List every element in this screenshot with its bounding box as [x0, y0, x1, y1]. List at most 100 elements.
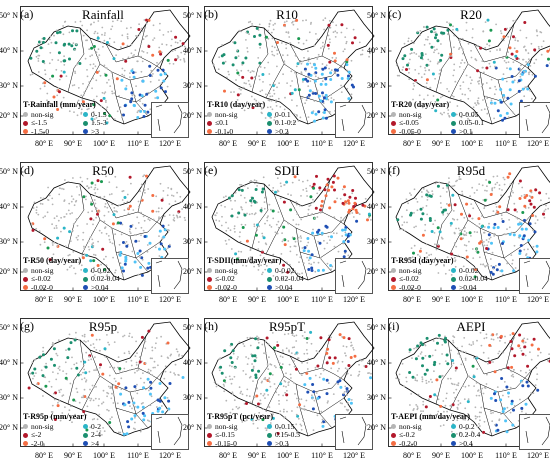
- station-dot: [413, 83, 415, 85]
- station-dot: [76, 218, 78, 220]
- station-dot: [150, 70, 152, 72]
- station-dot: [485, 251, 487, 253]
- station-dot: [510, 387, 512, 389]
- station-dot: [94, 386, 96, 388]
- station-dot: [468, 88, 470, 90]
- station-dot: [88, 246, 90, 248]
- lat-label: 20° N: [367, 423, 386, 432]
- station-dot: [108, 235, 110, 237]
- station-dot: [143, 51, 145, 53]
- station-dot: [433, 27, 436, 30]
- station-dot: [81, 397, 83, 399]
- station-dot: [251, 369, 254, 372]
- station-dot: [440, 195, 442, 197]
- station-dot: [123, 403, 126, 406]
- station-dot: [54, 227, 56, 229]
- station-dot: [435, 183, 437, 185]
- station-dot: [229, 376, 231, 378]
- station-dot: [509, 67, 512, 70]
- station-dot: [170, 188, 172, 190]
- station-dot: [452, 75, 454, 77]
- station-dot: [535, 250, 538, 253]
- station-dot: [280, 182, 282, 184]
- station-dot: [418, 55, 420, 57]
- station-dot: [286, 400, 288, 402]
- station-dot: [261, 344, 263, 346]
- station-dot: [86, 39, 88, 41]
- station-dot: [231, 378, 233, 380]
- station-dot: [149, 393, 152, 396]
- station-dot: [59, 79, 61, 81]
- station-dot: [439, 363, 441, 365]
- station-dot: [65, 245, 67, 247]
- station-dot: [415, 357, 418, 360]
- station-dot: [352, 347, 354, 349]
- station-dot: [509, 27, 511, 29]
- south-china-sea-inset: [335, 414, 373, 450]
- station-dot: [474, 231, 476, 233]
- station-dot: [342, 189, 344, 191]
- lat-label: 50° N: [367, 167, 386, 176]
- station-dot: [154, 90, 157, 93]
- station-dot: [135, 355, 137, 357]
- station-dot: [242, 343, 244, 345]
- station-dot: [422, 378, 424, 380]
- station-dot: [485, 67, 488, 70]
- station-dot: [460, 364, 462, 366]
- station-dot: [37, 44, 39, 46]
- station-dot: [58, 339, 60, 341]
- station-dot: [306, 337, 309, 340]
- station-dot: [40, 203, 42, 205]
- station-dot: [316, 365, 319, 368]
- station-dot: [430, 379, 432, 381]
- station-dot: [469, 231, 472, 234]
- station-dot: [435, 31, 437, 33]
- station-dot: [345, 367, 347, 369]
- station-dot: [308, 205, 310, 207]
- station-dot: [86, 88, 88, 90]
- station-dot: [415, 81, 417, 83]
- station-dot: [426, 214, 428, 216]
- station-dot: [82, 195, 85, 198]
- station-dot: [283, 385, 285, 387]
- station-dot: [148, 369, 150, 371]
- station-dot: [486, 82, 488, 84]
- station-dot: [151, 374, 153, 376]
- station-dot: [77, 235, 79, 237]
- station-dot: [50, 358, 53, 361]
- station-dot: [270, 386, 272, 388]
- station-dot: [519, 180, 522, 183]
- station-dot: [409, 351, 411, 353]
- station-dot: [147, 45, 150, 48]
- station-dot: [351, 79, 353, 81]
- station-dot: [251, 202, 253, 204]
- station-dot: [111, 91, 113, 93]
- station-dot: [140, 43, 142, 45]
- station-dot: [502, 220, 505, 223]
- station-dot: [275, 231, 277, 233]
- station-dot: [136, 362, 138, 364]
- station-dot: [48, 43, 50, 45]
- station-dot: [408, 78, 410, 80]
- station-dot: [93, 400, 95, 402]
- station-dot: [261, 381, 263, 383]
- station-dot: [457, 353, 459, 355]
- station-dot: [171, 195, 173, 197]
- station-dot: [426, 244, 428, 246]
- station-dot: [501, 214, 503, 216]
- station-dot: [282, 241, 284, 243]
- station-dot: [335, 57, 337, 59]
- station-dot: [461, 59, 463, 61]
- lat-label: 20° N: [183, 423, 202, 432]
- station-dot: [403, 54, 406, 57]
- legend-label: -0.02-0: [399, 284, 421, 293]
- station-dot: [521, 187, 523, 189]
- station-dot: [521, 73, 524, 76]
- station-dot: [545, 205, 547, 207]
- station-dot: [338, 379, 341, 382]
- station-dot: [427, 199, 429, 201]
- station-dot: [311, 343, 313, 345]
- station-dot: [324, 77, 327, 80]
- station-dot: [124, 243, 126, 245]
